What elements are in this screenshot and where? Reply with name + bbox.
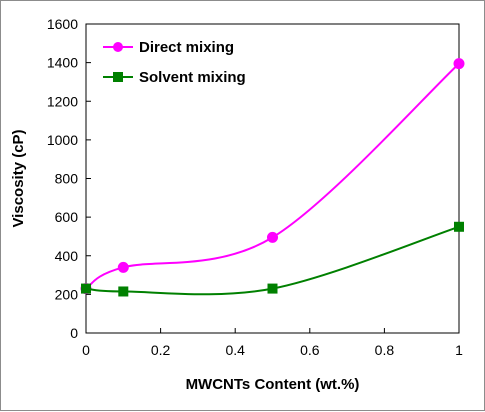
x-tick-label: 0.6 [300,342,320,358]
x-tick-label: 0.8 [375,342,395,358]
y-tick-label: 800 [55,171,79,187]
series-layer [80,58,465,297]
x-tick-label: 0 [82,342,90,358]
y-tick-label: 1200 [47,93,78,109]
y-tick-label: 1600 [47,16,78,32]
y-tick-label: 0 [70,325,78,341]
y-axis-ticks: 0 200 400 600 800 1000 1200 1400 1600 [47,16,91,341]
data-point-solvent-mixing [118,286,129,297]
x-axis-title: MWCNTs Content (wt.%) [186,376,360,393]
data-point-solvent-mixing [454,221,464,232]
legend-marker-direct-mixing [113,42,123,52]
series-line-direct-mixing [85,62,460,290]
legend-label-solvent-mixing: Solvent mixing [139,69,246,86]
legend-label-direct-mixing: Direct mixing [139,39,234,56]
y-tick-label: 200 [55,286,79,302]
plot-border [85,23,460,334]
x-tick-label: 1 [455,342,463,358]
y-axis-title: Viscosity (cP) [10,129,27,227]
y-tick-label: 1400 [47,55,78,71]
x-axis-ticks: 0 0.2 0.4 0.6 0.8 1 [82,328,463,358]
data-point-solvent-mixing [81,283,91,294]
legend: Direct mixing Solvent mixing [103,39,246,86]
legend-marker-solvent-mixing [113,72,123,82]
data-point-solvent-mixing [267,283,278,294]
data-point-direct-mixing [267,231,278,243]
series-line-solvent-mixing [85,225,460,296]
y-tick-label: 600 [55,209,79,225]
data-point-direct-mixing [453,58,465,70]
x-tick-label: 0.2 [151,342,171,358]
y-tick-label: 400 [55,248,79,264]
y-tick-label: 1000 [47,132,78,148]
x-tick-label: 0.4 [225,342,245,358]
data-point-direct-mixing [117,261,129,273]
plot-area [85,23,460,334]
